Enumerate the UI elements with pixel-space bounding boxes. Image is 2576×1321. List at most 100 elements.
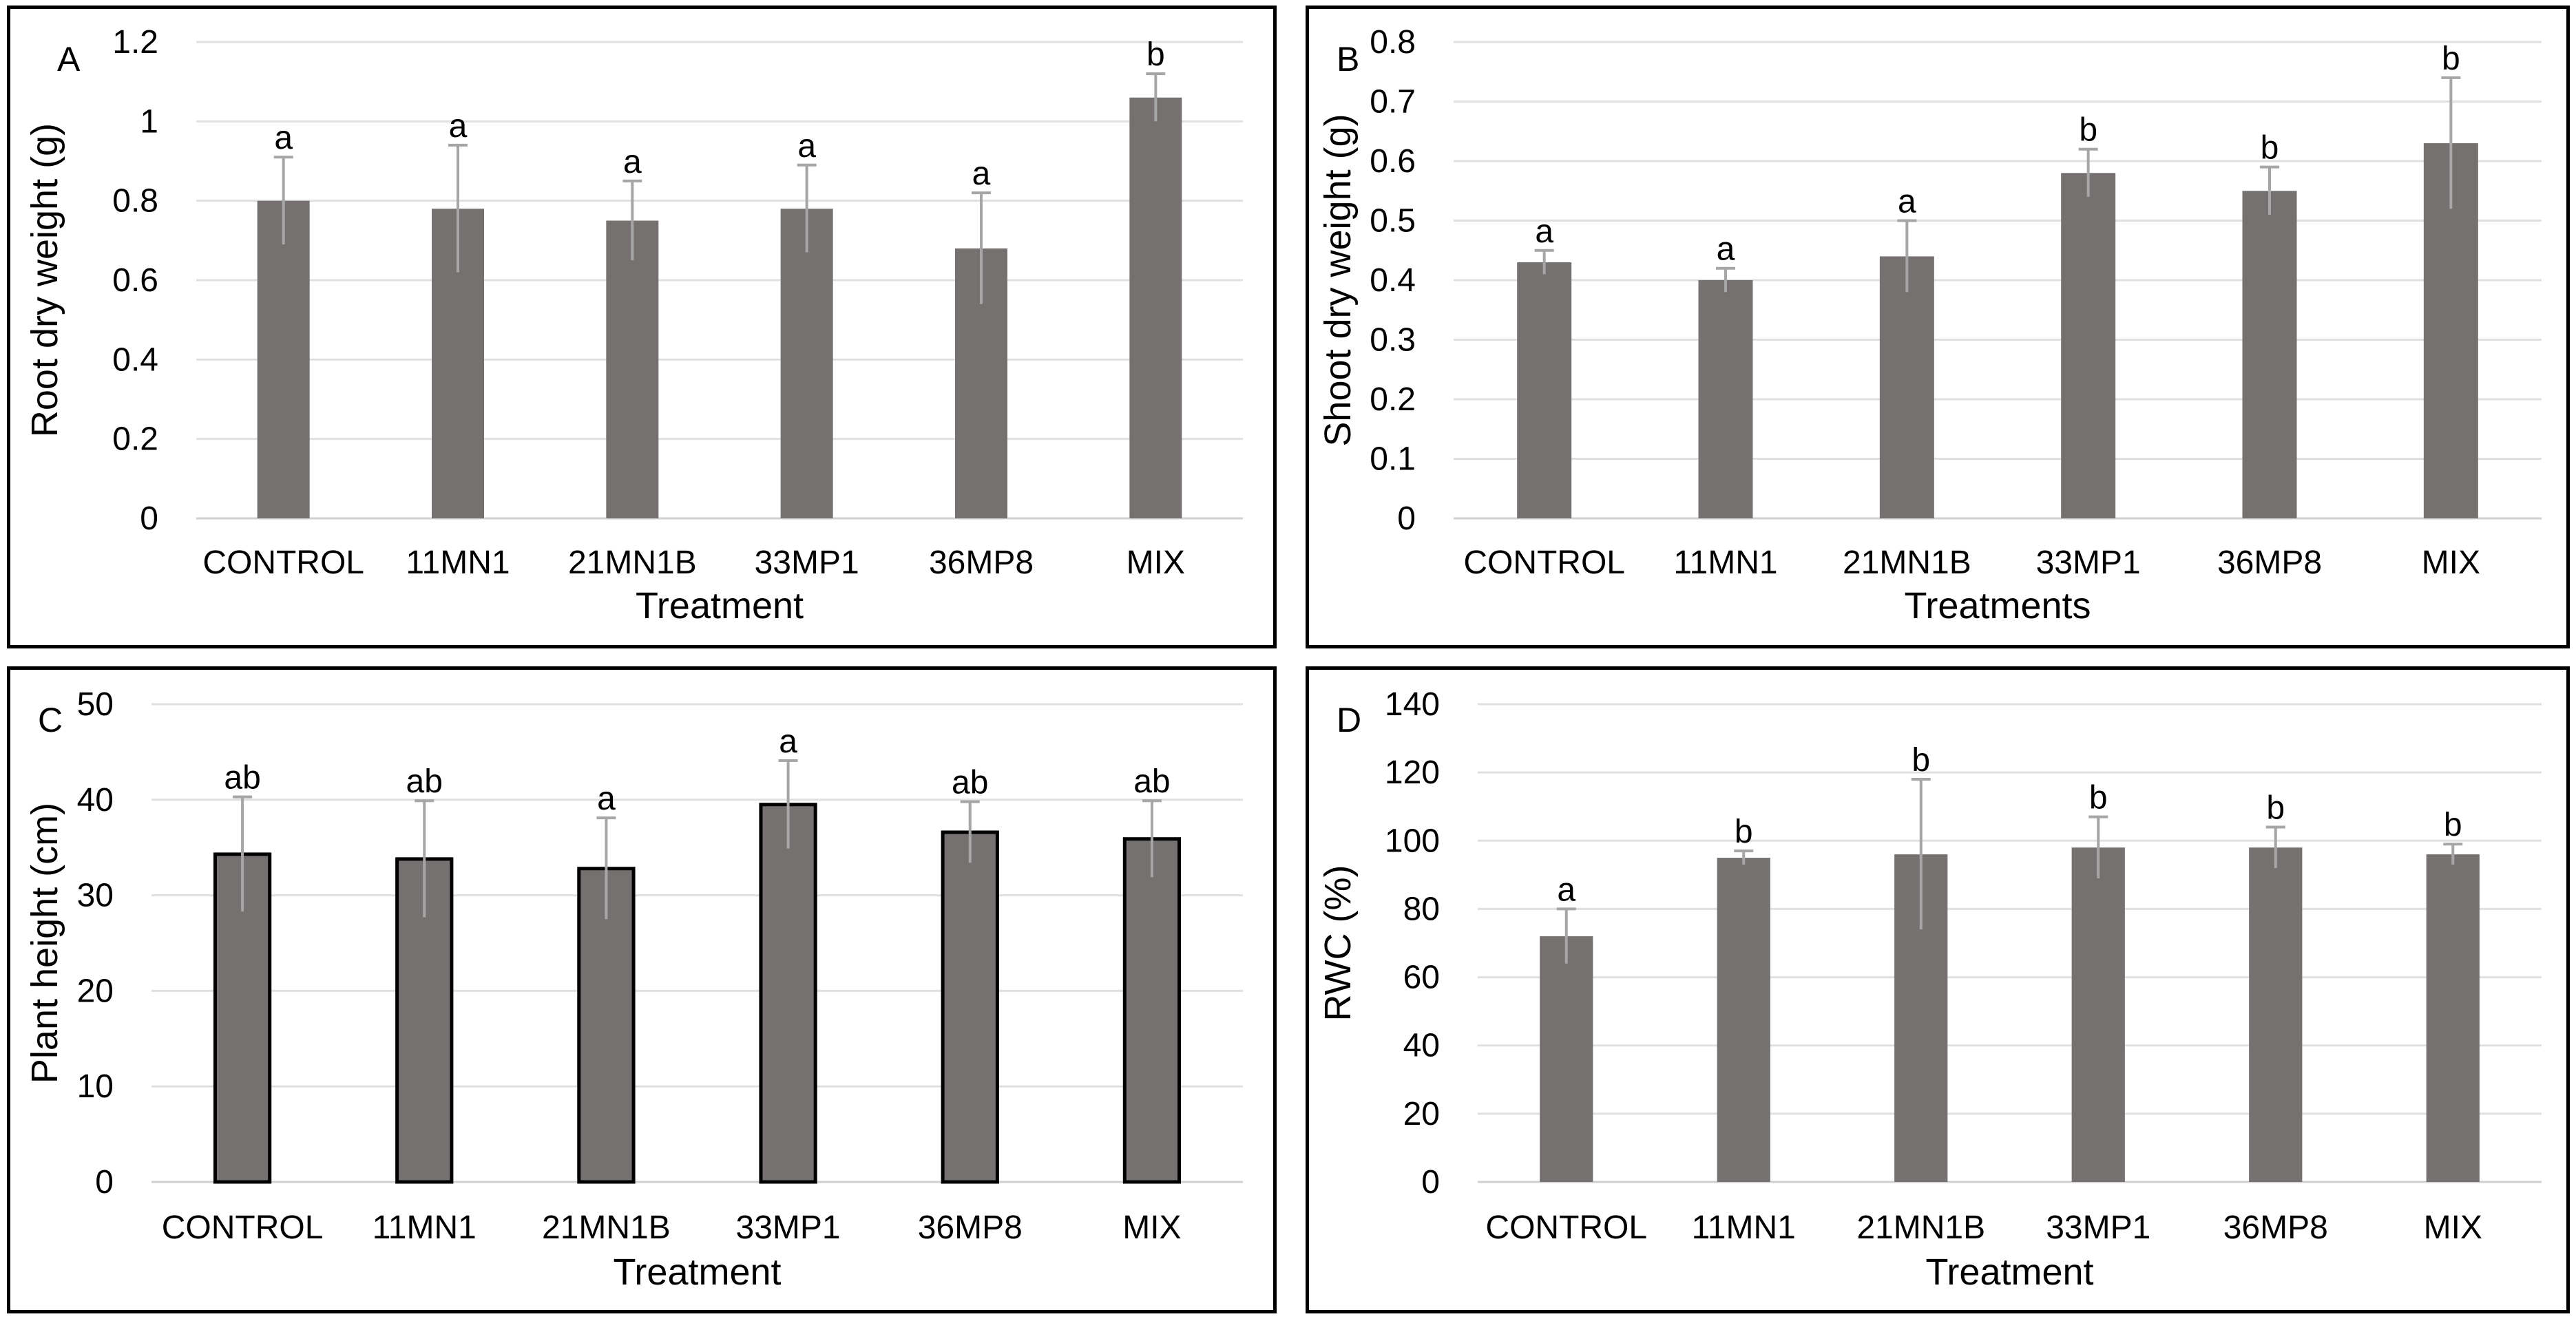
x-category-d-1: 11MN1 <box>1692 1209 1796 1246</box>
significance-letter-c-0: ab <box>224 760 260 796</box>
bar-a-3 <box>780 209 833 518</box>
x-category-c-3: 33MP1 <box>736 1209 841 1246</box>
y-tick-d-1: 20 <box>1403 1096 1440 1132</box>
y-tick-a-3: 0.6 <box>112 262 158 299</box>
y-tick-a-2: 0.4 <box>112 341 158 378</box>
x-category-d-2: 21MN1B <box>1856 1209 1985 1246</box>
y-tick-b-3: 0.3 <box>1370 322 1416 359</box>
x-category-a-5: MIX <box>1127 545 1185 581</box>
x-category-b-1: 11MN1 <box>1673 545 1777 581</box>
x-category-a-4: 36MP8 <box>929 545 1034 581</box>
panel-d: 0 20 40 60 80 100 120 140 a CONTROL b 11MN1 b 21MN1B b… <box>1306 666 2570 1313</box>
significance-letter-c-3: a <box>779 723 797 760</box>
y-tick-a-4: 0.8 <box>112 183 158 220</box>
bar-d-1 <box>1717 858 1770 1182</box>
chart-a: 0 0.2 0.4 0.6 0.8 1 1.2 a CONTROL a 11MN1 a 21MN1B a 3… <box>24 24 1243 626</box>
significance-letter-d-2: b <box>1912 742 1930 779</box>
significance-letter-a-5: b <box>1146 36 1165 73</box>
bar-c-5 <box>1122 837 1182 1184</box>
x-category-b-3: 33MP1 <box>2036 545 2141 581</box>
panel-label-a: A <box>57 40 81 78</box>
significance-letter-a-3: a <box>797 128 816 165</box>
x-category-c-1: 11MN1 <box>373 1209 477 1246</box>
significance-letter-d-3: b <box>2089 780 2108 816</box>
significance-letter-a-2: a <box>623 144 642 180</box>
x-category-c-5: MIX <box>1122 1209 1181 1246</box>
significance-letter-b-4: b <box>2261 130 2279 167</box>
x-category-b-2: 21MN1B <box>1843 545 1971 581</box>
significance-letter-b-5: b <box>2442 41 2460 77</box>
y-tick-a-1: 0.2 <box>112 421 158 458</box>
y-tick-d-4: 80 <box>1403 891 1440 927</box>
panel-label-c: C <box>38 701 63 739</box>
x-category-a-2: 21MN1B <box>568 545 697 581</box>
y-tick-d-6: 120 <box>1385 754 1440 791</box>
y-tick-c-0: 0 <box>95 1164 114 1201</box>
y-tick-a-0: 0 <box>140 500 158 537</box>
y-axis-title-d: RWC (%) <box>1317 865 1359 1022</box>
y-tick-d-7: 140 <box>1385 686 1440 723</box>
chart-d: 0 20 40 60 80 100 120 140 a CONTROL b 11MN1 b 21MN1B b… <box>1317 686 2542 1293</box>
significance-letter-a-0: a <box>274 120 293 156</box>
y-axis-title-c: Plant height (cm) <box>24 803 65 1084</box>
y-tick-b-0: 0 <box>1397 500 1416 537</box>
bar-c-4 <box>941 830 999 1184</box>
x-category-d-0: CONTROL <box>1485 1209 1647 1246</box>
chart-c: 0 10 20 30 40 50 ab CONTROL ab 11MN1 a 21MN1B a 33MP1… <box>24 686 1243 1293</box>
y-tick-c-3: 30 <box>77 878 114 914</box>
significance-letter-d-1: b <box>1735 814 1753 850</box>
y-tick-d-0: 0 <box>1421 1164 1440 1201</box>
significance-letter-a-4: a <box>972 156 991 192</box>
bar-a-2 <box>606 220 659 518</box>
significance-letter-c-2: a <box>597 781 616 817</box>
y-tick-b-6: 0.6 <box>1370 143 1416 180</box>
significance-letter-b-2: a <box>1898 184 1916 220</box>
panel-label-b: B <box>1337 40 1359 78</box>
y-axis-title-a: Root dry weight (g) <box>24 123 65 437</box>
bar-d-3 <box>2071 847 2125 1182</box>
x-category-c-4: 36MP8 <box>918 1209 1023 1246</box>
y-tick-c-1: 10 <box>77 1068 114 1105</box>
x-category-a-3: 33MP1 <box>755 545 859 581</box>
y-tick-c-4: 40 <box>77 782 114 818</box>
significance-letter-a-1: a <box>449 108 468 145</box>
significance-letter-d-5: b <box>2444 807 2462 843</box>
x-axis-title-d: Treatment <box>1925 1251 2093 1293</box>
x-category-b-5: MIX <box>2422 545 2480 581</box>
x-category-c-2: 21MN1B <box>542 1209 671 1246</box>
x-category-d-3: 33MP1 <box>2046 1209 2150 1246</box>
x-axis-title-b: Treatments <box>1904 585 2091 626</box>
significance-letter-b-0: a <box>1535 213 1553 250</box>
y-axis-title-b: Shoot dry weight (g) <box>1317 114 1359 446</box>
x-category-a-1: 11MN1 <box>406 545 510 581</box>
x-category-c-0: CONTROL <box>162 1209 324 1246</box>
bar-a-5 <box>1129 97 1182 518</box>
y-tick-d-5: 100 <box>1385 823 1440 859</box>
bar-d-4 <box>2249 847 2303 1182</box>
panel-label-d: D <box>1337 701 1361 739</box>
x-axis-title-a: Treatment <box>636 585 804 626</box>
y-tick-c-5: 50 <box>77 686 114 723</box>
bar-c-2 <box>577 867 636 1184</box>
bar-b-1 <box>1698 280 1753 518</box>
chart-b: 0 0.1 0.2 0.3 0.4 0.5 0.6 0.7 0.8 a CONTROL a 11MN1 a… <box>1317 24 2542 626</box>
x-category-b-0: CONTROL <box>1463 545 1625 581</box>
y-tick-b-2: 0.2 <box>1370 381 1416 418</box>
panel-b: 0 0.1 0.2 0.3 0.4 0.5 0.6 0.7 0.8 a CONTROL a 11MN1 a… <box>1306 6 2570 648</box>
y-tick-b-8: 0.8 <box>1370 24 1416 61</box>
bar-b-2 <box>1879 256 1934 518</box>
bar-d-0 <box>1540 936 1593 1182</box>
y-tick-b-5: 0.5 <box>1370 203 1416 240</box>
x-axis-title-c: Treatment <box>613 1251 781 1293</box>
bar-b-0 <box>1517 262 1572 518</box>
y-tick-c-2: 20 <box>77 973 114 1009</box>
y-tick-d-2: 40 <box>1403 1028 1440 1064</box>
y-tick-b-1: 0.1 <box>1370 441 1416 478</box>
x-category-d-5: MIX <box>2424 1209 2482 1246</box>
significance-letter-c-4: ab <box>952 765 988 801</box>
y-tick-a-5: 1 <box>140 103 158 140</box>
significance-letter-b-3: b <box>2079 112 2097 149</box>
significance-letter-d-4: b <box>2266 790 2285 826</box>
panel-c: 0 10 20 30 40 50 ab CONTROL ab 11MN1 a 21MN1B a 33MP1… <box>7 666 1277 1313</box>
bar-d-5 <box>2426 854 2480 1182</box>
